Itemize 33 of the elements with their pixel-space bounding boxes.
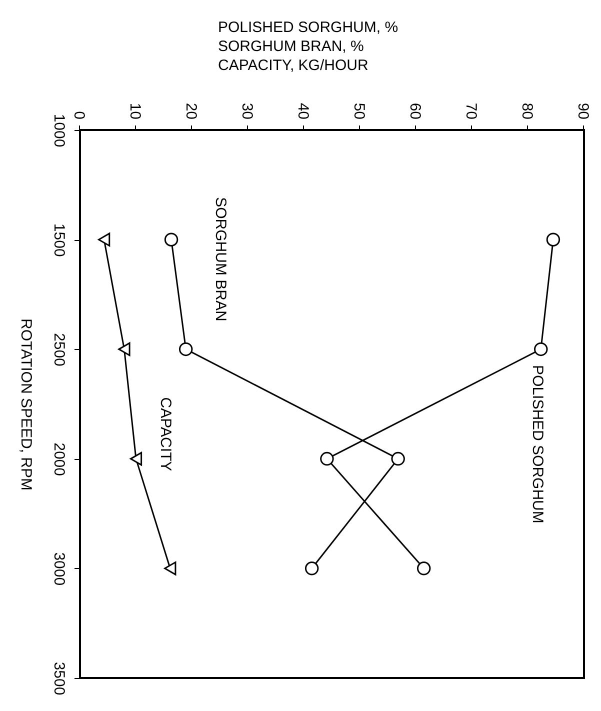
point	[304, 562, 319, 576]
point	[178, 342, 193, 356]
point	[130, 452, 142, 466]
point	[416, 562, 431, 576]
x-tick-label: 90	[574, 102, 592, 120]
x-tick-label: 80	[518, 102, 536, 120]
point	[98, 232, 110, 246]
point	[391, 452, 405, 466]
x-tick-label: 10	[126, 102, 144, 120]
point	[164, 562, 176, 576]
point	[534, 342, 548, 356]
text: SORGHUM BRAN	[212, 197, 229, 322]
x-tick-label: 0	[70, 111, 88, 120]
x-tick-label: 40	[294, 102, 312, 120]
x-tick-label: 70	[462, 102, 480, 120]
y-tick-label: 3500	[50, 662, 68, 696]
point	[320, 452, 334, 466]
y-tick-label: 1000	[50, 114, 68, 148]
y-tick-label: 1500	[50, 223, 68, 257]
x-tick-label: 20	[182, 102, 200, 120]
x-axis-title: POLISHED SORGHUM, % SORGHUM BRAN, % CAPACITY, KG/HOUR	[218, 18, 398, 75]
y-tick-label: 3000	[50, 552, 68, 586]
point	[118, 342, 130, 356]
x-tick-label: 50	[350, 102, 368, 120]
y-axis-title: ROTATION SPEED, RPM	[18, 318, 34, 490]
y-tick-label: 2000	[50, 442, 68, 476]
text: POLISHED SORGHUM	[528, 365, 546, 524]
text: CAPACITY	[157, 397, 174, 472]
x-tick-label: 30	[238, 102, 256, 120]
point	[164, 232, 178, 246]
x-tick-label: 60	[406, 102, 424, 120]
point	[546, 232, 560, 246]
y-tick-label: 2500	[50, 333, 68, 366]
